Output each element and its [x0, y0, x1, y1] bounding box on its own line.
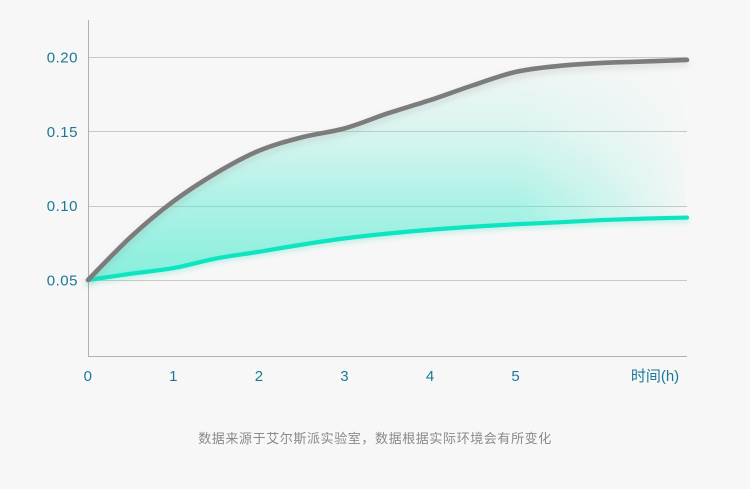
x-tick-label-2: 2 [255, 368, 264, 385]
series-lines-group [85, 57, 690, 283]
y-axis-ticks: 0.05 0.10 0.15 0.20 [47, 50, 78, 290]
y-tick-label-1: 0.10 [47, 198, 78, 215]
y-tick-label-0: 0.05 [47, 273, 78, 290]
area-fill-band [88, 59, 687, 280]
x-tick-label-1: 1 [169, 368, 178, 385]
x-tick-label-3: 3 [340, 368, 349, 385]
x-tick-label-0: 0 [84, 368, 93, 385]
band-path [88, 59, 687, 280]
series-line-cyan [85, 215, 690, 283]
series-line-gray [85, 57, 690, 283]
y-tick-label-2: 0.15 [47, 124, 78, 141]
chart-caption: 数据来源于艾尔斯派实验室，数据根据实际环境会有所变化 [198, 431, 552, 446]
y-tick-label-3: 0.20 [47, 50, 78, 67]
x-axis-ticks: 0 1 2 3 4 5 [84, 368, 520, 385]
x-tick-label-4: 4 [426, 368, 435, 385]
x-axis-title: 时间(h) [631, 368, 679, 385]
x-tick-label-5: 5 [511, 368, 520, 385]
